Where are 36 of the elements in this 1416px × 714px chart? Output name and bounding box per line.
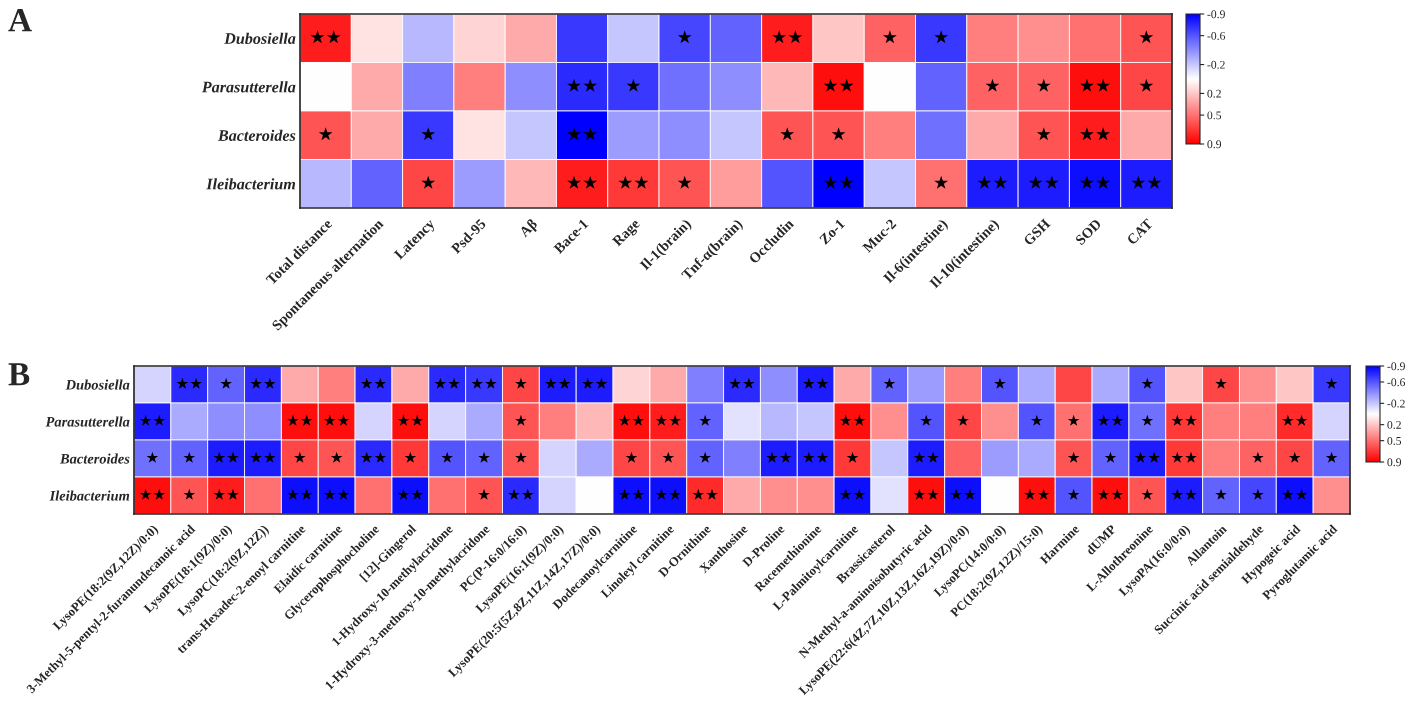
- data-label: ★: [934, 175, 949, 189]
- data-label: ★★: [618, 175, 649, 189]
- data-label: ★★: [567, 78, 598, 92]
- data-label: ★★: [567, 127, 598, 141]
- data-label: ★: [1139, 78, 1154, 92]
- data-label: ★: [831, 127, 846, 141]
- data-label: ★: [1036, 78, 1051, 92]
- text: B: [8, 363, 30, 386]
- data-label: ★★: [823, 175, 854, 189]
- data-label: ★: [677, 30, 692, 44]
- text: A: [8, 9, 32, 32]
- data-label: ★★: [823, 78, 854, 92]
- data-label: ★: [421, 175, 436, 189]
- data-label: ★★: [567, 175, 598, 189]
- data-label: ★: [1036, 127, 1051, 141]
- y-tick-label: Bacteroides: [217, 129, 296, 142]
- data-label: ★★: [1080, 78, 1111, 92]
- data-label: ★★: [1080, 175, 1111, 189]
- y-tick-label: Ileibacterium: [206, 178, 296, 190]
- data-label: ★★: [310, 30, 341, 44]
- data-label: ★: [985, 78, 1000, 92]
- data-label: ★: [318, 127, 333, 141]
- data-label: ★: [421, 127, 436, 141]
- data-label: ★★: [772, 30, 803, 44]
- data-label: ★: [780, 127, 795, 141]
- data-label: ★: [626, 78, 641, 92]
- y-tick-label: Dubosiella: [224, 32, 296, 45]
- data-label: ★: [1139, 30, 1154, 44]
- data-label: ★★: [1080, 127, 1111, 141]
- data-label: ★★: [1028, 175, 1059, 189]
- data-label: ★: [934, 30, 949, 44]
- data-label: ★★: [977, 175, 1008, 189]
- y-tick-label: Parasutterella: [201, 81, 296, 93]
- data-label: ★★: [1131, 175, 1162, 189]
- data-label: ★: [677, 175, 692, 189]
- data-label: ★: [882, 30, 897, 44]
